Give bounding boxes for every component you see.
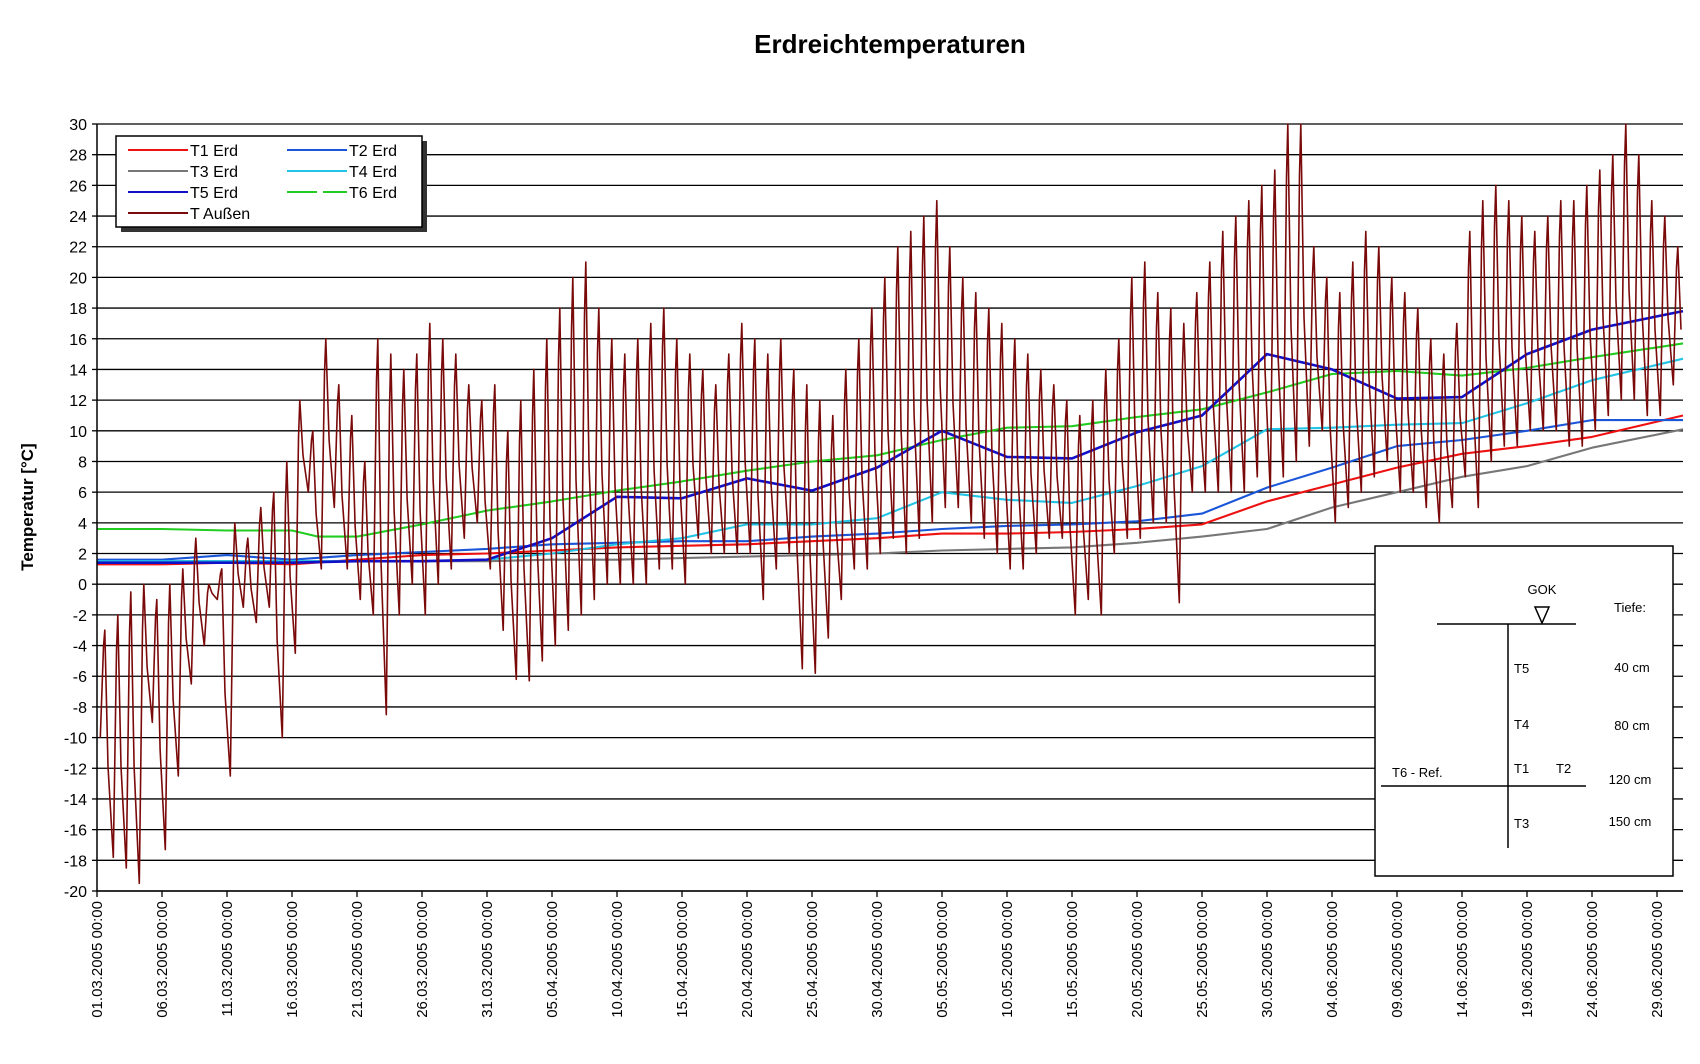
x-tick-label: 30.04.2005 00:00 — [869, 901, 886, 1018]
series-line-t-aussen — [99, 123, 1682, 885]
x-tick-label: 25.05.2005 00:00 — [1194, 901, 1211, 1018]
legend-label-t5-erd: T5 Erd — [190, 185, 238, 202]
reference-label: T6 - Ref. — [1392, 765, 1443, 780]
legend-label-t4-erd: T4 Erd — [349, 164, 397, 181]
x-tick-label: 09.06.2005 00:00 — [1389, 901, 1406, 1018]
y-tick-label: -14 — [64, 792, 87, 809]
sensor-label-t3: T3 — [1514, 816, 1529, 831]
y-tick-label: 26 — [69, 178, 87, 195]
x-tick-label: 24.06.2005 00:00 — [1584, 901, 1601, 1018]
y-tick-label: 28 — [69, 148, 87, 165]
x-tick-label: 15.05.2005 00:00 — [1064, 901, 1081, 1018]
y-tick-label: 2 — [78, 547, 87, 564]
sensor-label-t5: T5 — [1514, 661, 1529, 676]
y-tick-label: 14 — [69, 362, 87, 379]
y-tick-label: 18 — [69, 301, 87, 318]
x-tick-label: 31.03.2005 00:00 — [479, 901, 496, 1018]
x-tick-label: 29.06.2005 00:00 — [1649, 901, 1666, 1018]
x-tick-label: 05.04.2005 00:00 — [544, 901, 561, 1018]
series-line-t5-erd — [97, 309, 1684, 564]
y-tick-label: -20 — [64, 884, 87, 901]
y-tick-labels: -20-18-16-14-12-10-8-6-4-202468101214161… — [64, 117, 97, 901]
x-tick-label: 10.04.2005 00:00 — [609, 901, 626, 1018]
gok-label: GOK — [1528, 582, 1557, 597]
chart-title: Erdreichtemperaturen — [754, 29, 1026, 59]
x-tick-label: 15.04.2005 00:00 — [674, 901, 691, 1018]
y-tick-label: -4 — [73, 639, 87, 656]
x-tick-label: 01.03.2005 00:00 — [89, 901, 106, 1018]
legend: T1 Erd T2 Erd T3 Erd T4 Erd T5 Erd T6 Erd T Au… — [115, 135, 427, 232]
x-tick-label: 16.03.2005 00:00 — [284, 901, 301, 1018]
x-tick-label: 19.06.2005 00:00 — [1519, 901, 1536, 1018]
x-tick-label: 05.05.2005 00:00 — [934, 901, 951, 1018]
y-axis-label: Temperatur [°C] — [18, 443, 37, 570]
x-tick-label: 25.04.2005 00:00 — [804, 901, 821, 1018]
x-tick-label: 30.05.2005 00:00 — [1259, 901, 1276, 1018]
y-tick-label: 12 — [69, 393, 87, 410]
y-tick-label: -18 — [64, 853, 87, 870]
x-tick-label: 21.03.2005 00:00 — [349, 901, 366, 1018]
y-tick-label: 16 — [69, 332, 87, 349]
x-tick-label: 14.06.2005 00:00 — [1454, 901, 1471, 1018]
y-tick-label: 0 — [78, 577, 87, 594]
y-tick-label: 4 — [78, 516, 87, 533]
depth-label-40: 40 cm — [1614, 660, 1649, 675]
y-tick-label: -12 — [64, 761, 87, 778]
legend-label-t3-erd: T3 Erd — [190, 164, 238, 181]
tiefe-label: Tiefe: — [1614, 600, 1646, 615]
depth-label-80: 80 cm — [1614, 718, 1649, 733]
legend-label-t2-erd: T2 Erd — [349, 143, 397, 160]
x-tick-labels: 01.03.2005 00:00 06.03.2005 00:00 11.03.20… — [89, 891, 1666, 1018]
sensor-label-t1: T1 — [1514, 761, 1529, 776]
depth-diagram-box — [1374, 545, 1674, 877]
y-tick-label: -10 — [64, 731, 87, 748]
y-tick-label: 20 — [69, 270, 87, 287]
legend-box — [115, 135, 423, 228]
y-tick-label: 22 — [69, 240, 87, 257]
x-tick-label: 26.03.2005 00:00 — [414, 901, 431, 1018]
sensor-label-t4: T4 — [1514, 717, 1529, 732]
y-tick-label: 10 — [69, 424, 87, 441]
x-tick-label: 04.06.2005 00:00 — [1324, 901, 1341, 1018]
axes — [96, 124, 1683, 892]
sensor-label-t2: T2 — [1556, 761, 1571, 776]
y-tick-label: -16 — [64, 823, 87, 840]
depth-label-120: 120 cm — [1609, 772, 1652, 787]
legend-label-t6-erd: T6 Erd — [349, 185, 397, 202]
y-tick-label: -6 — [73, 669, 87, 686]
x-tick-label: 10.05.2005 00:00 — [999, 901, 1016, 1018]
series-line-t6-erd — [97, 342, 1684, 538]
x-tick-label: 11.03.2005 00:00 — [219, 901, 236, 1017]
depth-label-150: 150 cm — [1609, 814, 1652, 829]
x-tick-label: 20.05.2005 00:00 — [1129, 901, 1146, 1018]
gok-triangle-icon — [1533, 606, 1551, 625]
x-tick-label: 20.04.2005 00:00 — [739, 901, 756, 1018]
x-tick-label: 06.03.2005 00:00 — [154, 901, 171, 1018]
y-tick-label: 30 — [69, 117, 87, 134]
y-tick-label: 6 — [78, 485, 87, 502]
y-tick-label: 8 — [78, 454, 87, 471]
legend-label-t-aussen: T Außen — [190, 206, 250, 223]
depth-diagram: GOK Tiefe: T5 T4 T1 T2 T3 T6 - Ref. 40 c… — [1374, 545, 1674, 877]
y-tick-label: -2 — [73, 608, 87, 625]
legend-label-t1-erd: T1 Erd — [190, 143, 238, 160]
y-tick-label: -8 — [73, 700, 87, 717]
series-group — [97, 123, 1684, 885]
y-tick-label: 24 — [69, 209, 87, 226]
